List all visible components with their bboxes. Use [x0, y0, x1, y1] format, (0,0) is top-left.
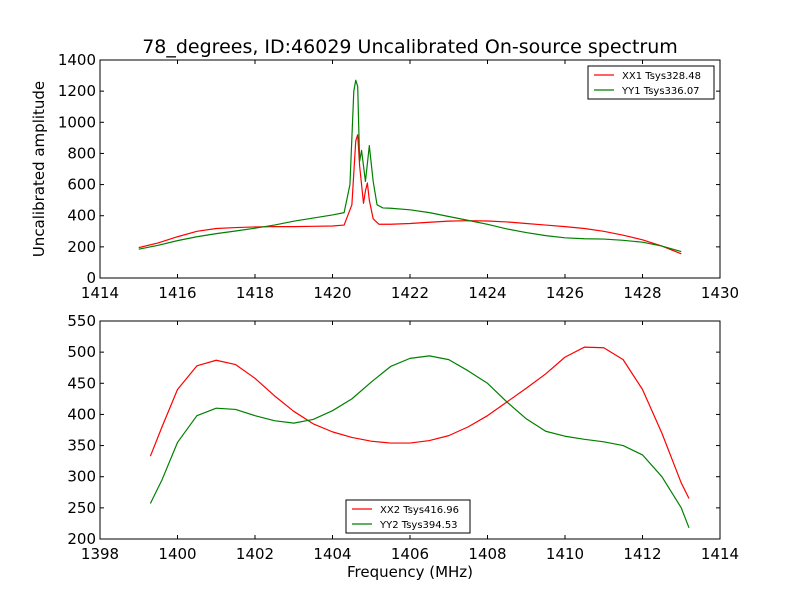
y-tick-label: 1200: [58, 82, 96, 100]
bottom-spectrum-plot: 1398 1400 1402 1404 1406 1408 1410 1412 1414 200 2…: [67, 312, 739, 581]
y-tick-label: 400: [67, 405, 96, 423]
x-tick-label: 1414: [701, 545, 739, 563]
y-tick-label: 250: [67, 499, 96, 517]
y-tick-label: 350: [67, 437, 96, 455]
x-tick-label: 1410: [546, 545, 584, 563]
x-tick-label: 1416: [158, 284, 196, 302]
y-tick-label: 1400: [58, 51, 96, 69]
x-tick-label: 1420: [313, 284, 351, 302]
y-tick-label: 1000: [58, 113, 96, 131]
series-line-yy2: [149, 355, 690, 529]
x-tick-label: 1424: [468, 284, 506, 302]
series-line-xx1: [138, 134, 682, 255]
legend-box: [345, 499, 471, 534]
y-tick-label: 450: [67, 374, 96, 392]
y-tick-label: 500: [67, 343, 96, 361]
legend-label: XX1 Tsys328.48: [622, 71, 701, 82]
legend: XX2 Tsys416.96 YY2 Tsys394.53: [345, 499, 471, 534]
x-axis-label: Frequency (MHz): [347, 563, 473, 581]
series-line-yy1: [138, 79, 682, 253]
y-tick-label: 600: [67, 176, 96, 194]
y-axis-label: Uncalibrated amplitude: [30, 81, 48, 257]
y-tick-label: 800: [67, 144, 96, 162]
x-tick-label: 1430: [701, 284, 739, 302]
x-tick-label: 1426: [546, 284, 584, 302]
legend-box: [587, 65, 715, 100]
series-line-xx2: [149, 346, 690, 499]
legend-label: YY2 Tsys394.53: [379, 520, 458, 531]
y-tick-label: 550: [67, 312, 96, 330]
x-tick-label: 1412: [623, 545, 661, 563]
x-tick-label: 1406: [391, 545, 429, 563]
x-tick-label: 1408: [468, 545, 506, 563]
y-tick-label: 300: [67, 468, 96, 486]
y-tick-label: 200: [67, 530, 96, 548]
x-tick-label: 1422: [391, 284, 429, 302]
y-tick-label: 0: [86, 269, 96, 287]
legend-label: YY1 Tsys336.07: [621, 86, 700, 97]
top-spectrum-plot: 1414 1416 1418 1420 1422 1424 1426 1428 1430 0 200…: [30, 51, 739, 302]
legend: XX1 Tsys328.48 YY1 Tsys336.07: [587, 65, 715, 100]
y-tick-label: 400: [67, 207, 96, 225]
y-tick-label: 200: [67, 238, 96, 256]
x-tick-label: 1404: [313, 545, 351, 563]
x-tick-label: 1428: [623, 284, 661, 302]
x-tick-label: 1400: [158, 545, 196, 563]
figure-title: 78_degrees, ID:46029 Uncalibrated On-sou…: [142, 36, 678, 58]
x-tick-label: 1418: [236, 284, 274, 302]
x-tick-label: 1402: [236, 545, 274, 563]
legend-label: XX2 Tsys416.96: [380, 505, 459, 516]
x-tick-label: 1414: [81, 284, 119, 302]
x-tick-label: 1398: [81, 545, 119, 563]
